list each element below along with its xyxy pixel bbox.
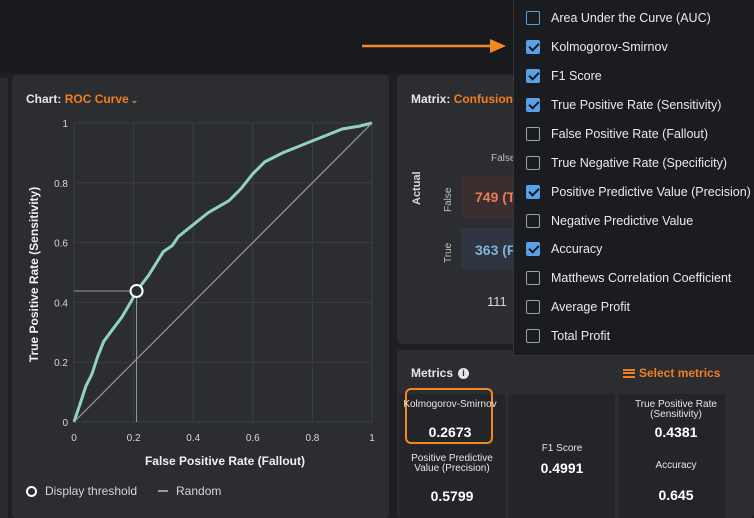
- legend-threshold[interactable]: Display threshold: [26, 484, 137, 498]
- y-tick-label: 0.4: [54, 298, 68, 309]
- metric-column: [619, 394, 725, 518]
- metric-label-f1: F1 Score: [541, 443, 583, 454]
- checkbox[interactable]: [526, 241, 540, 256]
- chart-panel: Chart: ROC Curve ⌄ 0 0.2 0.4 0.6 0.8 1 0 0.2 0.4 0…: [12, 75, 389, 518]
- checkbox[interactable]: [526, 155, 540, 170]
- highlight-box: [405, 388, 493, 444]
- metrics-dropdown: Area Under the Curve (AUC) Kolmogorov-Sm…: [513, 0, 754, 356]
- x-tick-label: 1: [369, 433, 375, 444]
- checkbox[interactable]: [526, 299, 540, 314]
- matrix-cell-true: 363 (F: [475, 242, 516, 258]
- matrix-label: Matrix:: [411, 92, 451, 106]
- checkbox[interactable]: [526, 97, 540, 112]
- option-npv[interactable]: Negative Predictive Value: [514, 206, 754, 235]
- chart-selected[interactable]: ROC Curve: [64, 92, 129, 106]
- y-axis-label: True Positive Rate (Sensitivity): [27, 187, 41, 362]
- metrics-title-label: Metrics: [411, 366, 454, 380]
- option-auc[interactable]: Area Under the Curve (AUC): [514, 3, 754, 32]
- matrix-selected[interactable]: Confusion: [453, 92, 514, 106]
- matrix-cell-false: 749 (T: [475, 189, 516, 205]
- matrix-cell-false-bg: [461, 176, 523, 218]
- matrix-row-false: False: [443, 187, 454, 212]
- annotation-arrow: [362, 39, 506, 53]
- legend-threshold-label: Display threshold: [45, 484, 138, 498]
- y-tick-label: 0: [62, 418, 68, 429]
- option-f1[interactable]: F1 Score: [514, 61, 754, 90]
- chevron-down-icon[interactable]: ⌄: [130, 95, 139, 105]
- x-tick-label: 0: [71, 433, 77, 444]
- metric-value-ks: 0.2673: [428, 424, 472, 440]
- random-line: [73, 122, 373, 423]
- matrix-selector[interactable]: Matrix: Confusion: [411, 92, 513, 106]
- metric-label-ppv: Positive Predictive Value (Precision): [411, 453, 493, 474]
- select-metrics-label: Select metrics: [639, 366, 721, 380]
- menu-icon: [623, 368, 635, 378]
- metric-value-ppv: 0.5799: [430, 488, 474, 504]
- threshold-circle-icon: [26, 485, 37, 497]
- y-tick-label: 0.6: [54, 239, 68, 250]
- legend-random: Random: [158, 484, 221, 498]
- chart-selector[interactable]: Chart: ROC Curve ⌄: [26, 92, 138, 106]
- x-tick-label: 0.2: [127, 433, 141, 444]
- checkbox[interactable]: [526, 270, 540, 285]
- dash-icon: [158, 490, 168, 492]
- checkbox[interactable]: [526, 126, 540, 141]
- chart-label: Chart:: [26, 92, 62, 106]
- checkbox[interactable]: [526, 184, 540, 199]
- threshold-marker[interactable]: [129, 284, 144, 299]
- metric-value-accuracy: 0.645: [658, 487, 694, 503]
- x-tick-label: 0.8: [305, 433, 319, 444]
- checkbox[interactable]: [526, 39, 540, 54]
- option-average-profit[interactable]: Average Profit: [514, 292, 754, 321]
- roc-chart: 0 0.2 0.4 0.6 0.8 1 0 0.2 0.4 0.6 0.8 1 False Positi…: [27, 119, 375, 468]
- metric-label-accuracy: Accuracy: [655, 460, 697, 471]
- option-tnr[interactable]: True Negative Rate (Specificity): [514, 148, 754, 177]
- left-strip: [0, 78, 8, 518]
- legend-random-label: Random: [176, 484, 222, 498]
- option-total-profit[interactable]: Total Profit: [514, 321, 754, 350]
- info-icon[interactable]: i: [458, 367, 470, 379]
- metric-label-ks: Kolmogorov-Smirnov: [403, 399, 497, 410]
- option-tpr[interactable]: True Positive Rate (Sensitivity): [514, 90, 754, 119]
- metric-value-f1: 0.4991: [540, 460, 584, 476]
- option-ks[interactable]: Kolmogorov-Smirnov: [514, 32, 754, 61]
- option-mcc[interactable]: Matthews Correlation Coefficient: [514, 263, 754, 292]
- checkbox[interactable]: [526, 68, 540, 83]
- option-ppv[interactable]: Positive Predictive Value (Precision): [514, 177, 754, 206]
- metrics-title: Metrics i: [411, 366, 470, 380]
- matrix-cell-true-bg: [461, 228, 523, 270]
- select-metrics-button[interactable]: Select metrics: [623, 366, 720, 380]
- metric-column: [399, 394, 505, 518]
- x-axis-label: False Positive Rate (Fallout): [145, 454, 305, 468]
- matrix-total: 111: [487, 294, 507, 309]
- x-tick-label: 0.6: [246, 433, 260, 444]
- checkbox[interactable]: [526, 10, 540, 25]
- option-fpr[interactable]: False Positive Rate (Fallout): [514, 119, 754, 148]
- metric-value-tpr: 0.4381: [654, 424, 698, 440]
- roc-curve: [72, 121, 373, 423]
- metrics-panel: Metrics i Select metrics Kolmogorov-Smir…: [397, 350, 754, 518]
- matrix-col-header: False: [491, 153, 516, 164]
- y-tick-label: 0.2: [54, 358, 68, 369]
- checkbox[interactable]: [526, 213, 540, 228]
- y-tick-label: 0.8: [54, 179, 68, 190]
- x-tick-label: 0.4: [186, 433, 200, 444]
- matrix-actual-label: Actual: [411, 171, 423, 205]
- checkbox[interactable]: [526, 328, 540, 343]
- option-accuracy[interactable]: Accuracy: [514, 234, 754, 263]
- matrix-row-true: True: [443, 242, 454, 263]
- y-tick-label: 1: [62, 119, 68, 130]
- metric-column: [509, 394, 615, 518]
- metric-label-tpr: True Positive Rate (Sensitivity): [635, 399, 717, 420]
